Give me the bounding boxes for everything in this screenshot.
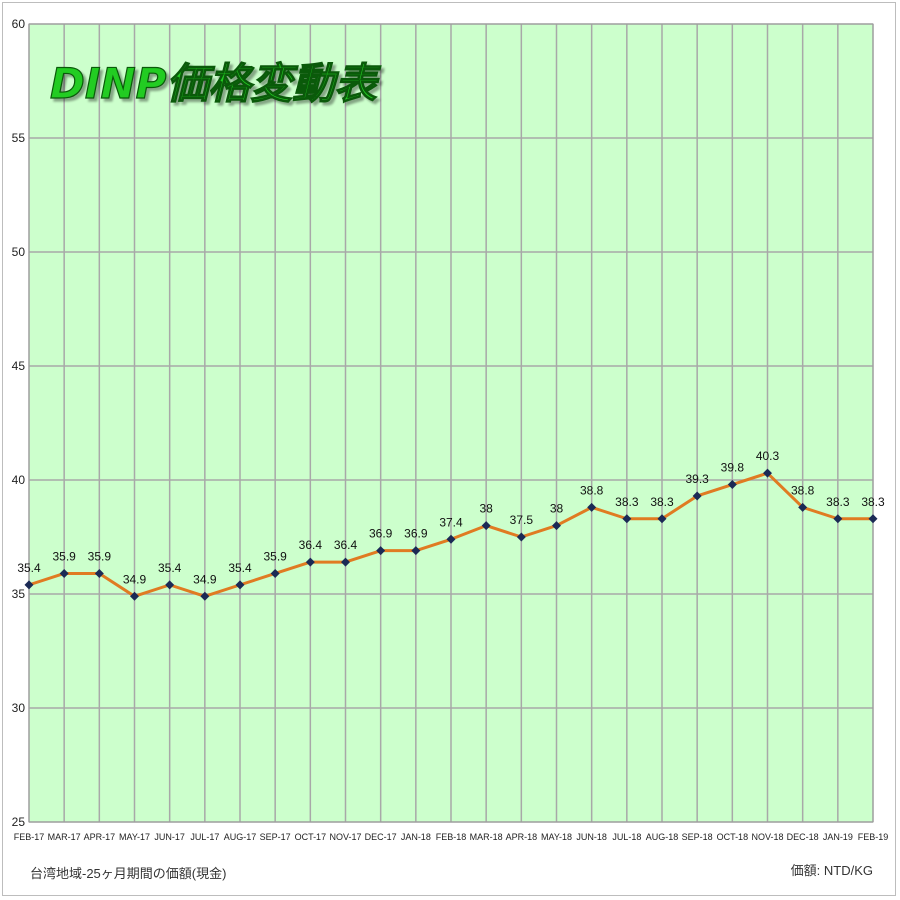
data-label: 36.9: [404, 527, 428, 541]
data-label: 38.3: [861, 495, 885, 509]
x-tick-label: JUN-17: [154, 832, 185, 842]
data-label: 36.9: [369, 527, 393, 541]
x-tick-label: SEP-17: [260, 832, 291, 842]
y-tick-label: 30: [12, 701, 26, 715]
data-point: [587, 502, 597, 512]
data-point: [868, 514, 878, 524]
data-point: [235, 580, 245, 590]
data-label: 38.3: [615, 495, 639, 509]
x-tick-label: JUL-18: [612, 832, 641, 842]
data-label: 38.8: [791, 483, 815, 497]
data-label: 38.8: [580, 483, 604, 497]
data-label: 39.3: [685, 472, 709, 486]
y-tick-label: 55: [12, 131, 26, 145]
data-label: 38.3: [650, 495, 674, 509]
x-tick-label: JAN-19: [823, 832, 853, 842]
data-point: [481, 521, 491, 531]
data-label: 38.3: [826, 495, 850, 509]
x-tick-label: DEC-17: [365, 832, 397, 842]
data-label: 34.9: [193, 572, 217, 586]
y-tick-label: 45: [12, 359, 26, 373]
y-tick-label: 35: [12, 587, 26, 601]
x-tick-label: MAY-17: [119, 832, 150, 842]
data-point: [622, 514, 632, 524]
x-tick-label: DEC-18: [787, 832, 819, 842]
x-tick-label: FEB-17: [14, 832, 45, 842]
x-tick-label: SEP-18: [682, 832, 713, 842]
x-tick-label: MAR-18: [470, 832, 503, 842]
data-label: 35.4: [17, 561, 41, 575]
data-labels: 35.4 35.9 35.9 34.9 35.4 34.9 35.4 35.9 36.4 36.4…: [17, 449, 885, 586]
x-tick-label: OCT-17: [295, 832, 327, 842]
data-label: 35.9: [263, 549, 287, 563]
footnote-left: 台湾地域-25ヶ月期間の価額(現金): [30, 866, 226, 881]
x-tick-label: FEB-18: [436, 832, 467, 842]
data-point: [305, 557, 315, 567]
series-markers: [24, 468, 878, 601]
data-label: 38: [550, 502, 564, 516]
y-tick-label: 60: [12, 17, 26, 31]
x-tick-label: NOV-18: [751, 832, 783, 842]
x-axis-ticks: FEB-17 MAR-17 APR-17 MAY-17 JUN-17 JUL-17 AUG-…: [14, 832, 889, 842]
data-label: 39.8: [721, 461, 745, 475]
x-tick-label: FEB-19: [858, 832, 889, 842]
footnote-right: 価額: NTD/KG: [791, 863, 873, 878]
x-tick-label: JAN-18: [401, 832, 431, 842]
data-point: [165, 580, 175, 590]
data-label: 36.4: [334, 538, 358, 552]
y-tick-label: 50: [12, 245, 26, 259]
data-point: [341, 557, 350, 567]
vertical-gridlines: [28, 24, 874, 822]
data-point: [798, 502, 808, 512]
data-label: 35.9: [88, 549, 112, 563]
data-label: 36.4: [299, 538, 323, 552]
y-axis-ticks: 25 30 35 40 45 50 55 60: [12, 17, 26, 829]
data-label: 35.4: [158, 561, 182, 575]
data-point: [763, 468, 772, 478]
data-point: [411, 546, 421, 556]
data-point: [516, 532, 526, 542]
data-point: [552, 521, 561, 531]
x-tick-label: APR-18: [506, 832, 538, 842]
data-point: [446, 534, 456, 544]
data-label: 38: [479, 502, 493, 516]
data-label: 35.4: [228, 561, 252, 575]
x-tick-label: AUG-17: [224, 832, 257, 842]
data-label: 37.5: [510, 513, 534, 527]
data-point: [657, 514, 667, 524]
x-tick-label: NOV-17: [329, 832, 361, 842]
x-tick-label: AUG-18: [646, 832, 679, 842]
data-point: [833, 514, 843, 524]
data-label: 40.3: [756, 449, 780, 463]
data-point: [200, 591, 210, 601]
data-point: [692, 491, 702, 501]
data-label: 37.4: [439, 515, 463, 529]
x-tick-label: JUN-18: [576, 832, 607, 842]
data-point: [376, 546, 386, 556]
data-point: [94, 568, 104, 578]
x-tick-label: APR-17: [84, 832, 116, 842]
y-tick-label: 40: [12, 473, 26, 487]
x-tick-label: JUL-17: [190, 832, 219, 842]
x-tick-label: OCT-18: [717, 832, 749, 842]
x-tick-label: MAR-17: [48, 832, 81, 842]
data-label: 34.9: [123, 572, 147, 586]
data-label: 35.9: [52, 549, 76, 563]
data-point: [130, 591, 139, 601]
plot-border: [28, 23, 874, 823]
y-tick-label: 25: [12, 815, 26, 829]
chart-title: DINP価格変動表: [50, 59, 381, 108]
data-point: [59, 568, 69, 578]
data-point: [727, 480, 737, 490]
data-point: [24, 580, 34, 590]
x-tick-label: MAY-18: [541, 832, 572, 842]
data-point: [270, 568, 280, 578]
